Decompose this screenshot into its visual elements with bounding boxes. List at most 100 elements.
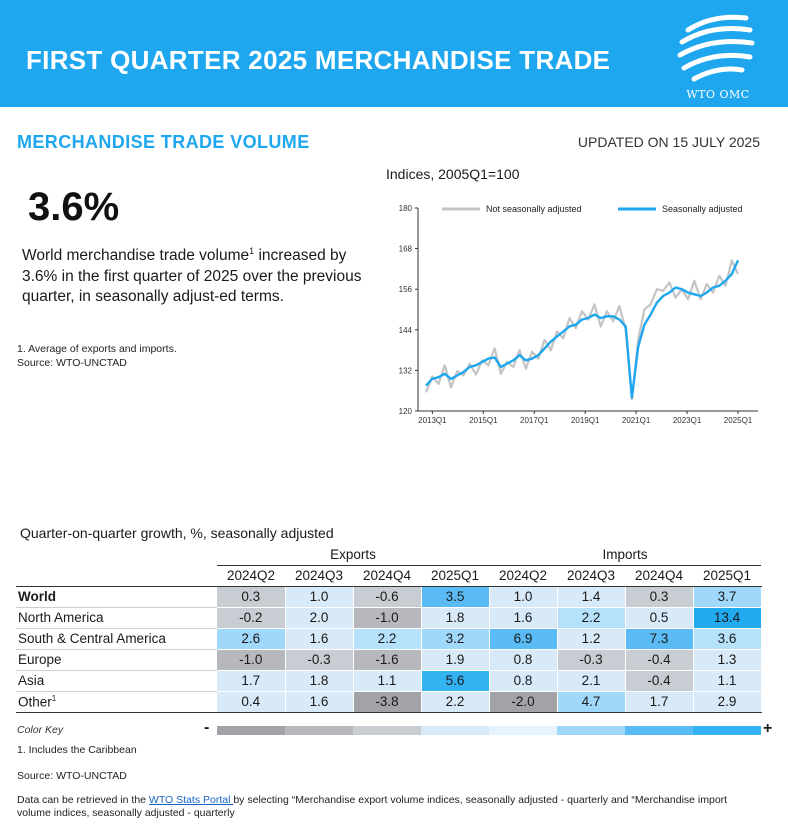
retrieve-after: by selecting “Merchandise export volume …	[17, 794, 728, 819]
table-title: Quarter-on-quarter growth, %, seasonally…	[20, 525, 334, 541]
y-tick-label: 156	[399, 285, 413, 294]
row-label-text: North America	[18, 610, 104, 625]
legend-label: Not seasonally adjusted	[486, 204, 582, 214]
row-label-text: Asia	[18, 673, 45, 688]
table-cell: 1.1	[693, 670, 762, 692]
data-retrieval-note: Data can be retrieved in the WTO Stats P…	[17, 794, 757, 819]
x-tick-label: 2025Q1	[724, 416, 753, 425]
table-cell: 13.4	[693, 607, 762, 629]
table-cell: -1.0	[353, 607, 422, 629]
table-cell: 1.4	[557, 585, 626, 608]
color-key-scale	[217, 726, 761, 735]
chart-title: Indices, 2005Q1=100	[386, 166, 520, 182]
wto-logo[interactable]: WTO OMC	[668, 8, 768, 104]
headline-text-before: World merchandise trade volume	[22, 247, 250, 264]
table-row: Europe -1.0 -0.3 -1.6 1.9 0.8 -0.3 -0.4 1.3	[16, 649, 762, 671]
table-cell: 1.6	[285, 691, 354, 713]
wto-globe-icon	[677, 14, 755, 82]
table-cell: 0.8	[489, 670, 558, 692]
table-row: World 0.3 1.0 -0.6 3.5 1.0 1.4 0.3 3.7	[16, 585, 762, 608]
color-key-label: Color Key	[17, 724, 64, 736]
table-cell: 4.7	[557, 691, 626, 713]
footnote-note: 1. Average of exports and imports.	[17, 343, 177, 355]
table-cell: -2.0	[489, 691, 558, 713]
group-header-row: Exports Imports	[16, 544, 761, 566]
table-cell: 1.0	[285, 585, 354, 608]
y-tick-label: 144	[399, 326, 413, 335]
table-row: North America -0.2 2.0 -1.0 1.8 1.6 2.2 0.5 13.4	[16, 607, 762, 629]
color-key-swatch	[353, 726, 421, 735]
x-tick-label: 2019Q1	[571, 416, 600, 425]
table-row: Asia 1.7 1.8 1.1 5.6 0.8 2.1 -0.4 1.1	[16, 670, 762, 692]
table-cell: 2.2	[557, 607, 626, 629]
table-cell: -0.3	[557, 649, 626, 671]
table-cell: 5.6	[421, 670, 490, 692]
section-title: MERCHANDISE TRADE VOLUME	[17, 132, 310, 152]
header-banner: FIRST QUARTER 2025 MERCHANDISE TRADE WTO…	[0, 0, 788, 107]
row-label: Europe	[16, 649, 217, 671]
color-key-plus: +	[763, 720, 773, 737]
legend-label: Seasonally adjusted	[662, 204, 743, 214]
table-cell: -1.0	[217, 649, 286, 671]
quarter-header: 2025Q1	[693, 565, 761, 587]
row-label: Asia	[16, 670, 217, 692]
series-line-seasonally-adjusted	[425, 259, 740, 399]
table-cell: -0.2	[217, 607, 286, 629]
color-key-swatch	[285, 726, 353, 735]
table-cell: 1.2	[557, 628, 626, 650]
table-cell: -0.4	[625, 670, 694, 692]
quarter-header: 2024Q2	[489, 565, 557, 587]
x-tick-label: 2017Q1	[520, 416, 549, 425]
quarter-header: 2024Q4	[353, 565, 421, 587]
color-key-swatch	[693, 726, 761, 735]
table-cell: 6.9	[489, 628, 558, 650]
table-row: South & Central America 2.6 1.6 2.2 3.2 6.9 1.…	[16, 628, 762, 650]
table-cell: 3.2	[421, 628, 490, 650]
table-cell: -0.6	[353, 585, 422, 608]
quarter-header-blank	[16, 565, 217, 586]
x-tick-label: 2021Q1	[622, 416, 651, 425]
table-cell: 0.5	[625, 607, 694, 629]
table-cell: 2.9	[693, 691, 762, 713]
y-tick-label: 168	[399, 245, 413, 254]
table-cell: -1.6	[353, 649, 422, 671]
table-footnote: 1. Includes the Caribbean	[17, 744, 137, 756]
headline-text: World merchandise trade volume1 increase…	[22, 246, 382, 308]
table-row: Other1 0.4 1.6 -3.8 2.2 -2.0 4.7 1.7 2.9	[16, 691, 762, 713]
table-cell: -0.3	[285, 649, 354, 671]
row-label-text: World	[18, 589, 56, 604]
table-cell: 3.5	[421, 585, 490, 608]
growth-table: Exports Imports 2024Q2 2024Q3 2024Q4 2025Q1…	[16, 544, 762, 713]
color-key-swatch	[217, 726, 285, 735]
table-cell: 1.1	[353, 670, 422, 692]
row-label: World	[16, 585, 217, 608]
table-cell: -3.8	[353, 691, 422, 713]
retrieve-before: Data can be retrieved in the	[17, 794, 149, 806]
row-label-text: Other	[18, 694, 52, 710]
quarter-header-row: 2024Q2 2024Q3 2024Q4 2025Q1 2024Q2 2024Q3 2024…	[16, 565, 761, 587]
footnote-mark: 1	[249, 245, 255, 256]
x-tick-label: 2015Q1	[469, 416, 498, 425]
quarter-header: 2024Q4	[625, 565, 693, 587]
y-tick-label: 132	[399, 366, 413, 375]
table-cell: 2.2	[421, 691, 490, 713]
x-tick-label: 2023Q1	[673, 416, 702, 425]
table-cell: 0.3	[625, 585, 694, 608]
table-cell: 1.6	[489, 607, 558, 629]
row-footnote-mark: 1	[51, 693, 57, 703]
wto-stats-portal-link[interactable]: WTO Stats Portal	[148, 794, 234, 806]
table-cell: 0.3	[217, 585, 286, 608]
quarter-header: 2024Q3	[557, 565, 625, 587]
table-cell: 2.1	[557, 670, 626, 692]
table-cell: 7.3	[625, 628, 694, 650]
group-header-exports: Exports	[217, 544, 489, 566]
updated-date: UPDATED ON 15 JULY 2025	[577, 134, 760, 150]
table-cell: 2.2	[353, 628, 422, 650]
table-cell: 1.8	[421, 607, 490, 629]
row-label-text: Europe	[18, 652, 62, 667]
table-cell: -0.4	[625, 649, 694, 671]
table-cell: 1.0	[489, 585, 558, 608]
x-tick-label: 2013Q1	[418, 416, 447, 425]
row-label: North America	[16, 607, 217, 629]
table-cell: 1.9	[421, 649, 490, 671]
